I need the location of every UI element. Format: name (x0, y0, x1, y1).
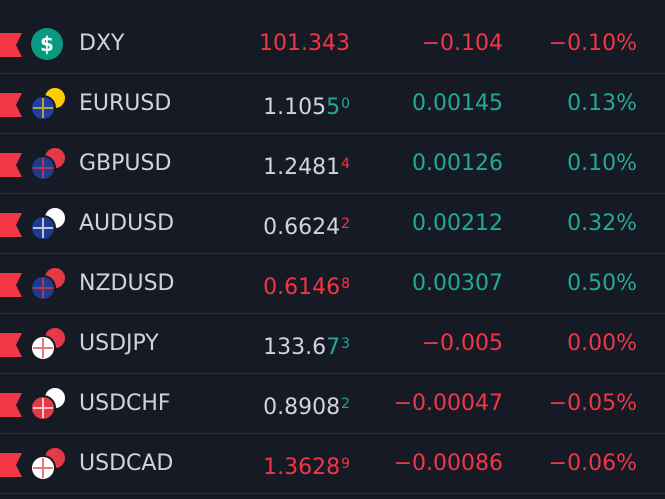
symbol-name[interactable]: USDCAD (79, 451, 174, 476)
price-part: 1.2481 (263, 155, 341, 180)
change-percent: 0.00% (567, 331, 637, 356)
symbol-icon: $ (31, 28, 63, 60)
price-fraction: 0 (341, 96, 350, 112)
flag-marker[interactable] (0, 213, 24, 237)
watchlist-row[interactable]: $ DXY 101.343 −0.104 −0.10% (0, 14, 665, 74)
price-part: 0.6146 (263, 275, 341, 300)
last-price: 0.61468 (263, 254, 350, 318)
price-fraction: 4 (341, 156, 350, 172)
price-part: 5 (326, 95, 341, 120)
price-part: 7 (326, 335, 341, 360)
watchlist-row[interactable]: USDCHF 0.89082 −0.00047 −0.05% (0, 374, 665, 434)
price-fraction: 9 (341, 456, 350, 472)
flag-marker[interactable] (0, 333, 24, 357)
change: −0.104 (421, 31, 503, 56)
change: 0.00145 (412, 91, 503, 116)
flag-marker[interactable] (0, 93, 24, 117)
watchlist-row[interactable]: USDJPY 133.673 −0.005 0.00% (0, 314, 665, 374)
watchlist-row[interactable]: EURUSD 1.10550 0.00145 0.13% (0, 74, 665, 134)
change: 0.00307 (412, 271, 503, 296)
price-part: 0.8908 (263, 395, 341, 420)
change: −0.00047 (393, 391, 503, 416)
change: 0.00212 (412, 211, 503, 236)
change: −0.005 (421, 331, 503, 356)
price-part: 1.3628 (263, 455, 341, 480)
last-price: 0.66242 (263, 194, 350, 258)
symbol-icon (30, 86, 67, 121)
symbol-icon (30, 326, 67, 361)
symbol-icon (30, 206, 67, 241)
symbol-name[interactable]: DXY (79, 31, 125, 56)
last-price: 1.36289 (263, 434, 350, 498)
flag-marker[interactable] (0, 153, 24, 177)
watchlist-row[interactable]: GBPUSD 1.24814 0.00126 0.10% (0, 134, 665, 194)
symbol-name[interactable]: AUDUSD (79, 211, 175, 236)
change-percent: 0.13% (567, 91, 637, 116)
watchlist-row[interactable]: NZDUSD 0.61468 0.00307 0.50% (0, 254, 665, 314)
price-part: 0.6624 (263, 215, 341, 240)
flag-marker[interactable] (0, 453, 24, 477)
price-part: 101.343 (259, 31, 350, 56)
flag-marker[interactable] (0, 33, 24, 57)
symbol-name[interactable]: USDCHF (79, 391, 171, 416)
flag-marker[interactable] (0, 393, 24, 417)
price-part: 1.105 (263, 95, 327, 120)
change-percent: 0.50% (567, 271, 637, 296)
price-fraction: 8 (341, 276, 350, 292)
symbol-icon (30, 266, 67, 301)
last-price: 1.10550 (263, 74, 350, 138)
price-fraction: 2 (341, 396, 350, 412)
symbol-name[interactable]: NZDUSD (79, 271, 175, 296)
flag-marker[interactable] (0, 273, 24, 297)
watchlist-row[interactable]: USDCAD 1.36289 −0.00086 −0.06% (0, 434, 665, 494)
symbol-icon (30, 146, 67, 181)
icon-glyph: $ (40, 32, 54, 56)
change: 0.00126 (412, 151, 503, 176)
change-percent: −0.06% (548, 451, 637, 476)
last-price: 1.24814 (263, 134, 350, 198)
symbol-icon (30, 386, 67, 421)
change-percent: −0.05% (548, 391, 637, 416)
change-percent: 0.32% (567, 211, 637, 236)
symbol-name[interactable]: GBPUSD (79, 151, 172, 176)
symbol-name[interactable]: USDJPY (79, 331, 159, 356)
change-percent: 0.10% (567, 151, 637, 176)
last-price: 133.673 (263, 314, 350, 378)
symbol-icon (30, 446, 67, 481)
price-fraction: 3 (341, 336, 350, 352)
change-percent: −0.10% (548, 31, 637, 56)
change: −0.00086 (393, 451, 503, 476)
price-part: 133.6 (263, 335, 327, 360)
last-price: 101.343 (259, 14, 350, 74)
watchlist-row[interactable]: AUDUSD 0.66242 0.00212 0.32% (0, 194, 665, 254)
price-fraction: 2 (341, 216, 350, 232)
symbol-name[interactable]: EURUSD (79, 91, 172, 116)
last-price: 0.89082 (263, 374, 350, 438)
